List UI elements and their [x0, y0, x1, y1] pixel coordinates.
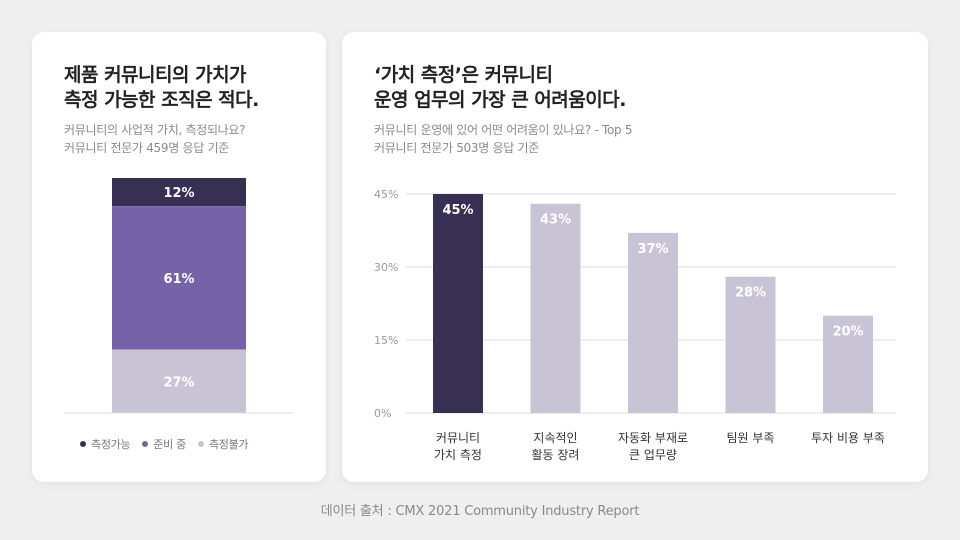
legend-label: 측정불가 — [208, 438, 249, 451]
stack-segment-label: 12% — [163, 186, 194, 201]
bar — [530, 203, 581, 413]
x-tick-label: 큰 업무량 — [629, 448, 677, 462]
legend-label: 준비 중 — [153, 438, 186, 451]
y-tick-label: 30% — [374, 261, 398, 274]
bar — [725, 276, 776, 413]
left-subtitle-line: 커뮤니티 전문가 459명 응답 기준 — [64, 141, 229, 155]
x-tick-label: 가치 측정 — [434, 448, 482, 462]
stack-segment — [112, 206, 246, 350]
left-title-line: 측정 가능한 조직은 적다. — [64, 89, 259, 111]
x-tick-label: 지속적인 — [533, 431, 577, 445]
stack-segment-label: 61% — [163, 272, 194, 287]
bar — [823, 315, 873, 413]
x-tick-label: 활동 장려 — [532, 448, 580, 462]
right-card: ‘가치 측정’은 커뮤니티 운영 업무의 가장 큰 어려움이다. 커뮤니티 운영… — [342, 32, 928, 482]
legend-dot — [142, 441, 149, 447]
stack-segment — [112, 178, 246, 207]
data-source: 데이터 출처 : CMX 2021 Community Industry Rep… — [320, 504, 640, 519]
x-tick-label: 팀원 부족 — [727, 431, 775, 445]
x-tick-label: 자동화 부재로 — [618, 431, 688, 445]
y-tick-label: 45% — [374, 188, 398, 201]
x-tick-label: 커뮤니티 — [436, 431, 480, 445]
legend: 측정가능 준비 중 측정불가 — [80, 436, 249, 452]
left-title: 제품 커뮤니티의 가치가 측정 가능한 조직은 적다. — [64, 63, 259, 113]
bar-value-label: 43% — [540, 213, 571, 228]
x-tick-label: 투자 비용 부족 — [811, 431, 885, 445]
stack-segment — [112, 349, 246, 413]
left-title-line: 제품 커뮤니티의 가치가 — [64, 64, 247, 86]
bar — [433, 194, 483, 413]
bar-value-label: 28% — [735, 286, 766, 301]
legend-item: 측정불가 — [197, 436, 249, 452]
right-title-line: ‘가치 측정’은 커뮤니티 — [374, 64, 553, 86]
stack-segment-label: 27% — [163, 375, 194, 390]
bar-value-label: 20% — [832, 325, 863, 340]
legend-dot — [80, 441, 86, 447]
legend-dot — [197, 441, 204, 447]
legend-item: 준비 중 — [142, 436, 186, 452]
legend-label: 측정가능 — [91, 438, 131, 451]
bar-value-label: 37% — [637, 242, 668, 257]
right-subtitle: 커뮤니티 운영에 있어 어떤 어려움이 있나요? - Top 5 커뮤니티 전문… — [374, 121, 633, 157]
bar — [628, 232, 678, 413]
left-subtitle: 커뮤니티의 사업적 가치, 측정되나요? 커뮤니티 전문가 459명 응답 기준 — [64, 121, 246, 157]
right-subtitle-line: 커뮤니티 운영에 있어 어떤 어려움이 있나요? - Top 5 — [374, 123, 633, 137]
left-subtitle-line: 커뮤니티의 사업적 가치, 측정되나요? — [64, 123, 246, 137]
bar-value-label: 45% — [442, 203, 473, 218]
left-card: 제품 커뮤니티의 가치가 측정 가능한 조직은 적다. 커뮤니티의 사업적 가치… — [32, 32, 326, 482]
right-subtitle-line: 커뮤니티 전문가 503명 응답 기준 — [374, 141, 539, 155]
y-tick-label: 0% — [374, 407, 391, 420]
legend-item: 측정가능 — [80, 436, 131, 452]
right-title: ‘가치 측정’은 커뮤니티 운영 업무의 가장 큰 어려움이다. — [374, 63, 626, 113]
right-title-line: 운영 업무의 가장 큰 어려움이다. — [374, 89, 626, 111]
y-tick-label: 15% — [374, 334, 398, 347]
stacked-bar-chart: 12% 61% 27% — [64, 178, 294, 414]
